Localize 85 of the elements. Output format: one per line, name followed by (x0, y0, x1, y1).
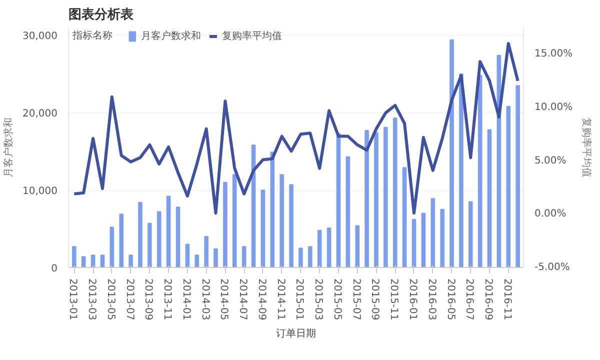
bar (148, 222, 152, 268)
bar (364, 130, 369, 268)
y2-tick-label: 5.00% (534, 155, 566, 166)
bar (289, 184, 294, 268)
y2-axis-title: 复购率平均值 (580, 118, 593, 178)
bar (440, 208, 444, 268)
bar (176, 206, 180, 268)
x-tick-label: 2015-07 (350, 278, 362, 320)
bar (326, 228, 332, 268)
x-tick-label: 2013-07 (124, 278, 135, 320)
bar (392, 118, 398, 268)
x-tick-label: 2014-05 (218, 278, 230, 320)
bar (110, 226, 114, 268)
bar (194, 254, 200, 268)
y-tick-label: 20,000 (22, 108, 58, 120)
bar (317, 230, 322, 268)
bar (516, 85, 520, 268)
bar (81, 256, 86, 268)
y2-tick-label: 15.00% (534, 48, 573, 60)
y-tick-label: 30,000 (22, 31, 58, 42)
y-tick-label: 10,000 (22, 186, 58, 198)
bar (346, 156, 350, 268)
legend-title: 指标名称 (72, 30, 112, 42)
bar (260, 190, 266, 268)
y2-tick-label: 0.00% (534, 208, 566, 220)
x-tick-label: 2015-11 (388, 278, 400, 320)
bar (138, 202, 142, 268)
bar (119, 214, 124, 268)
x-tick-label: 2014-07 (237, 278, 248, 320)
bar (430, 198, 436, 268)
x-tick-label: 2013-11 (162, 278, 173, 320)
x-tick-label: 2014-03 (199, 278, 210, 320)
bar (374, 132, 378, 268)
x-tick-label: 2015-05 (331, 278, 342, 320)
x-tick-label: 2013-03 (86, 278, 98, 320)
x-tick-label: 2013-01 (67, 278, 78, 320)
bar (166, 196, 171, 268)
y2-tick-label: -5.00% (534, 262, 570, 273)
bar (156, 211, 162, 268)
bar (450, 39, 454, 268)
x-tick-label: 2016-11 (501, 278, 512, 320)
bar (214, 248, 218, 268)
bar (308, 246, 312, 268)
bar (72, 246, 76, 268)
bar (232, 174, 237, 268)
bar (412, 219, 416, 268)
bar (242, 246, 246, 268)
bar (478, 75, 482, 268)
y2-tick-label: 10.00% (534, 102, 573, 113)
x-tick-label: 2016-09 (482, 278, 494, 320)
y-tick-label: 0 (51, 264, 58, 274)
x-tick-label: 2015-01 (294, 278, 305, 320)
bar (355, 225, 360, 268)
bar (402, 167, 407, 268)
x-tick-label: 2016-01 (407, 278, 418, 320)
x-tick-label: 2015-03 (312, 278, 324, 320)
x-tick-label: 2014-11 (274, 278, 286, 320)
chart-title: 图表分析表 (68, 8, 134, 22)
line-series (72, 42, 520, 215)
x-tick-label: 2013-09 (142, 278, 154, 320)
bar (459, 73, 464, 268)
x-tick-label: 2016-05 (444, 278, 456, 320)
bar (223, 182, 228, 268)
bar (336, 133, 341, 268)
bar (128, 254, 133, 268)
x-axis-title: 订单日期 (276, 327, 316, 340)
bar (270, 152, 275, 268)
bar (280, 174, 284, 268)
legend-label: 月客户数求和 (141, 30, 201, 43)
bar (384, 126, 388, 268)
bar (298, 248, 303, 268)
x-tick-label: 2013-05 (104, 278, 116, 320)
bar (468, 201, 473, 268)
x-tick-label: 2016-07 (464, 278, 475, 320)
bar (506, 106, 511, 268)
bar (487, 129, 492, 268)
x-tick-label: 2014-09 (256, 278, 267, 320)
x-tick-label: 2014-01 (180, 278, 192, 320)
x-tick-label: 2016-03 (426, 278, 437, 320)
bar (100, 254, 105, 268)
x-tick-label: 2015-09 (369, 278, 380, 320)
legend-label: 复购率平均值 (222, 30, 282, 43)
bar (204, 236, 208, 268)
bar (421, 212, 426, 268)
y-axis-title: 月客户数求和 (2, 118, 15, 178)
